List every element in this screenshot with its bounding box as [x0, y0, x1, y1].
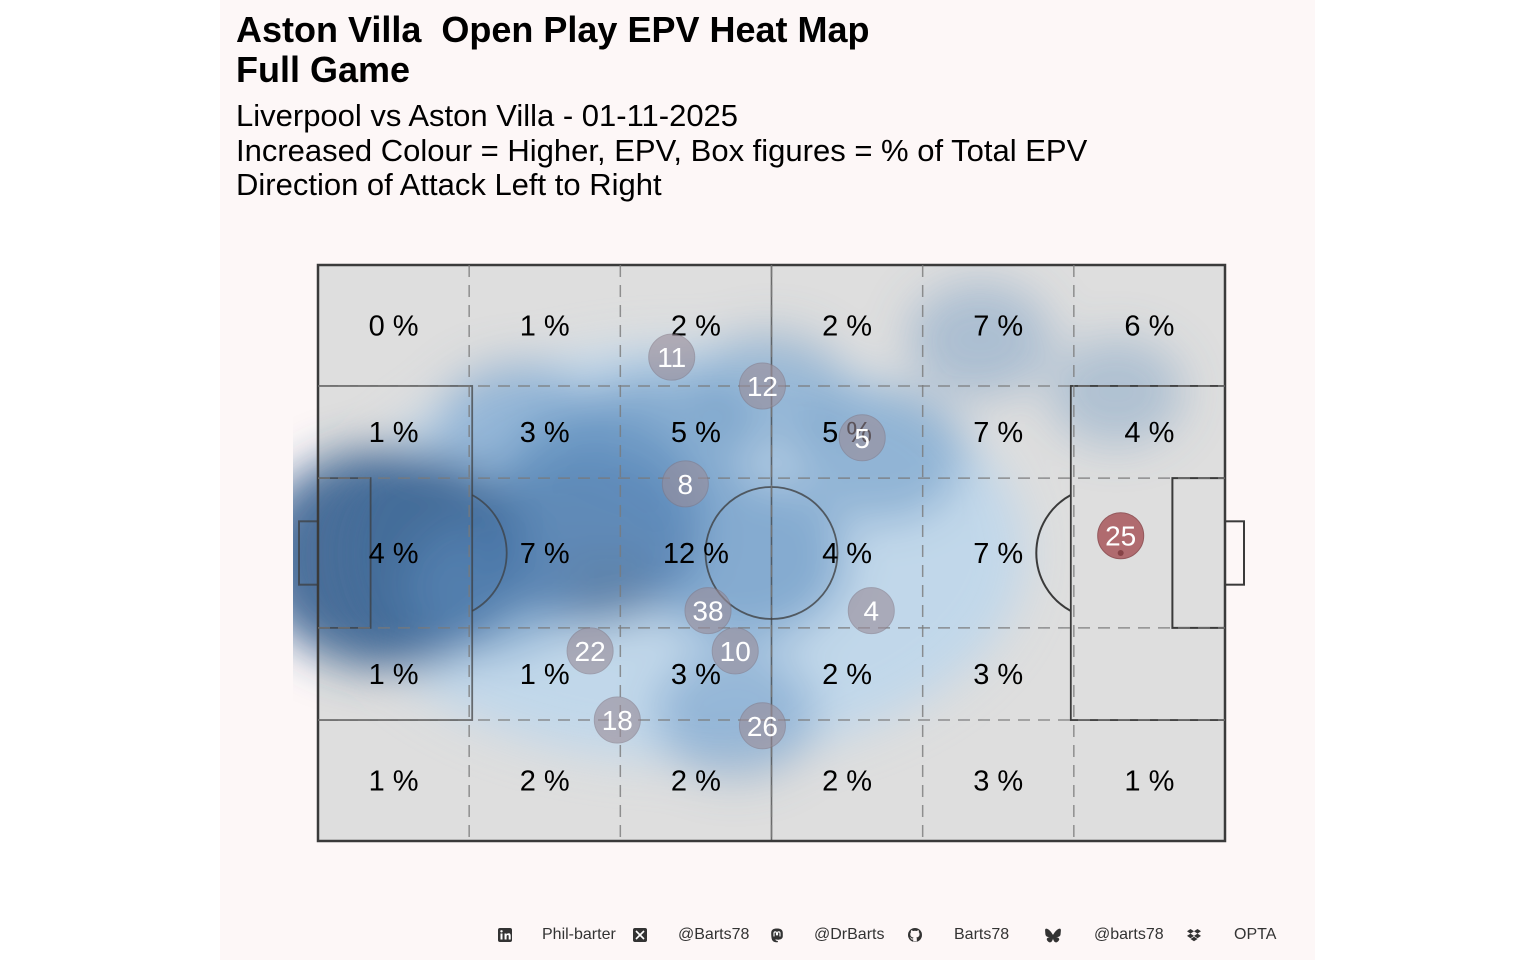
linkedin-icon [498, 928, 512, 942]
player-bubble [738, 362, 786, 410]
density-hotspot [654, 649, 816, 779]
zone-epv-label: 2 % [671, 766, 721, 798]
zone-epv-label: 3 % [520, 417, 570, 449]
player-number-label: 4 [863, 596, 879, 627]
zone-epv-label: 7 % [973, 538, 1023, 570]
zone-epv-label: 7 % [973, 310, 1023, 342]
zone-epv-label: 1 % [369, 659, 419, 691]
player-number-label: 11 [657, 342, 686, 373]
player-bubble [566, 627, 614, 675]
footer-credits: Phil-barter @Barts78 @DrBarts Barts78 @barts… [0, 923, 1536, 947]
player-number-label: 26 [747, 711, 778, 742]
player-number-label: 10 [720, 636, 751, 667]
footer-credit-text: @DrBarts [814, 926, 885, 943]
chart-title: Aston Villa Open Play EPV Heat Map Full … [236, 10, 870, 90]
player-number-label: 22 [575, 636, 606, 667]
player-number-label: 38 [692, 596, 723, 627]
density-hotspot [405, 519, 576, 656]
player-bubble [661, 460, 709, 508]
zone-epv-label: 3 % [671, 659, 721, 691]
zone-epv-label: 4 % [369, 538, 419, 570]
x-icon [633, 928, 647, 942]
github-icon [908, 928, 922, 942]
left-goal [298, 520, 319, 586]
player-bubble [711, 627, 759, 675]
title-line: Aston Villa Open Play EPV Heat Map [236, 9, 870, 50]
dropbox-icon [1187, 929, 1201, 942]
zone-epv-label: 3 % [973, 659, 1023, 691]
footer-credit-text: @barts78 [1094, 926, 1164, 943]
zone-epv-label: 1 % [520, 310, 570, 342]
footer-credit-text: Barts78 [954, 926, 1010, 943]
player-bubble [738, 702, 786, 750]
player-bubble [847, 587, 895, 635]
footer-credit-text: Phil-barter [542, 926, 616, 943]
zone-epv-label: 4 % [1124, 417, 1174, 449]
zone-epv-label: 7 % [973, 417, 1023, 449]
player-bubble [648, 333, 696, 381]
zone-epv-label: 3 % [973, 766, 1023, 798]
zone-epv-label: 2 % [822, 766, 872, 798]
zone-epv-label: 5 % [671, 417, 721, 449]
footer-credit-text: @Barts78 [678, 926, 750, 943]
mastodon-icon [771, 928, 783, 943]
player-bubble [838, 414, 886, 462]
zone-epv-label: 1 % [520, 659, 570, 691]
density-hotspot [1048, 337, 1184, 446]
subtitle-line: Increased Colour = Higher, EPV, Box figu… [236, 132, 1088, 168]
zone-epv-label: 12 % [663, 538, 729, 570]
right-penalty-arc [1035, 494, 1072, 612]
left-penalty-arc [471, 494, 508, 612]
bluesky-icon [1045, 928, 1061, 943]
player-number-label: 12 [747, 371, 778, 402]
zone-epv-label: 7 % [520, 538, 570, 570]
zone-epv-label: 1 % [1124, 766, 1174, 798]
right-goal [1224, 520, 1245, 586]
zone-epv-label: 1 % [369, 417, 419, 449]
subtitle-line: Liverpool vs Aston Villa - 01-11-2025 [236, 98, 739, 133]
zone-epv-label: 4 % [822, 538, 872, 570]
footer-credit-text: OPTA [1234, 926, 1277, 943]
player-number-label: 18 [602, 705, 633, 736]
density-hotspot [908, 282, 1052, 398]
zone-epv-label: 2 % [520, 766, 570, 798]
player-bubble [684, 587, 732, 635]
player-number-label: 5 [854, 423, 870, 454]
zone-epv-label: 2 % [822, 659, 872, 691]
chart-subtitle: Liverpool vs Aston Villa - 01-11-2025 In… [236, 98, 1088, 203]
density-hotspot [436, 361, 599, 491]
zone-epv-label: 6 % [1124, 310, 1174, 342]
zone-epv-label: 2 % [822, 310, 872, 342]
player-number-label: 8 [678, 469, 694, 500]
player-bubble [1097, 512, 1145, 560]
zone-epv-label: 1 % [369, 766, 419, 798]
title-line: Full Game [236, 49, 411, 90]
subtitle-line: Direction of Attack Left to Right [236, 167, 662, 202]
player-bubble [593, 696, 641, 744]
player-number-label: 25 [1105, 521, 1136, 552]
zone-epv-label: 0 % [369, 310, 419, 342]
